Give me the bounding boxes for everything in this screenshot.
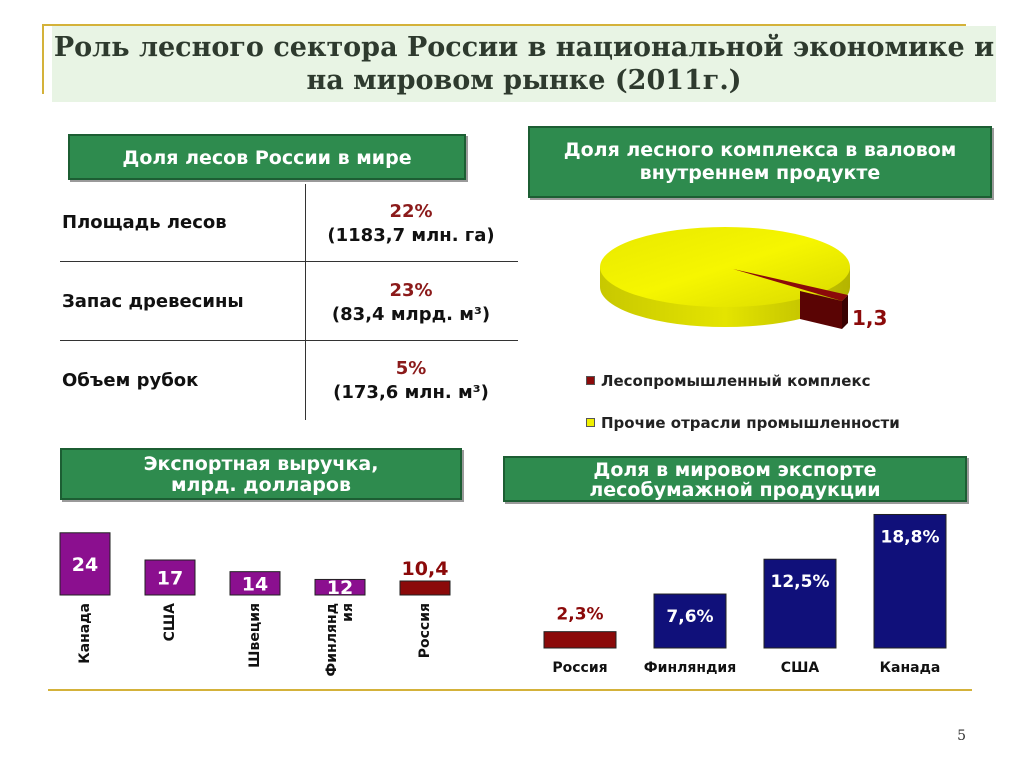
gdp-share-header-line-1: Доля лесного комплекса в валовом (563, 139, 957, 161)
left-gold-rule (42, 24, 44, 94)
forest-area-pct: 22% (389, 201, 433, 222)
world-category-0: Россия (552, 660, 607, 676)
world-bar-0 (543, 631, 617, 649)
revenue-category-4: Россия (417, 603, 433, 658)
world-bar-label-2: 12,5% (771, 572, 830, 592)
world-export-header: Доля в мировом экспорте лесобумажной про… (503, 456, 967, 502)
world-export-chart: 2,3% Россия 7,6% Финляндия 12,5% США 18,8% Кана… (543, 513, 947, 676)
forest-share-header: Доля лесов России в мире (68, 134, 466, 180)
export-revenue-header: Экспортная выручка, млрд. долларов (60, 448, 462, 500)
forest-area-value: 22% (1183,7 млн. га) (306, 201, 516, 246)
revenue-category-3-0: Финлянд (324, 603, 340, 677)
logging-volume-abs: (173,6 млн. м³) (333, 382, 489, 403)
world-bar-3 (873, 513, 947, 649)
legend-other-label: Прочие отрасли промышленности (601, 414, 900, 432)
table-divider-vertical (305, 184, 306, 420)
table-divider-2 (60, 340, 518, 341)
world-export-header-line-1: Доля в мировом экспорте (593, 459, 877, 481)
revenue-category-0: Канада (77, 603, 93, 664)
gdp-share-header-line-2: внутреннем продукте (639, 162, 881, 184)
revenue-bar-1 (144, 559, 196, 596)
revenue-category-3-1: ия (340, 603, 356, 622)
legend-swatch-forest (586, 376, 595, 385)
revenue-category-1: США (162, 603, 178, 642)
legend-other-industries: Прочие отрасли промышленности (586, 414, 900, 432)
export-revenue-chart: 24 Канада 17 США 14 Швеция 12 Финлянд ия 10,4 Росс… (59, 532, 451, 677)
timber-stock-label: Запас древесины (62, 291, 244, 312)
revenue-category-2: Швеция (247, 603, 263, 668)
revenue-bar-2 (229, 571, 281, 596)
title-line-2: на мировом рынке (2011г.) (306, 65, 742, 96)
world-category-2: США (781, 660, 820, 676)
top-gold-rule (42, 24, 966, 26)
page-number: 5 (957, 728, 966, 744)
pie-slice-forest-side (800, 291, 842, 329)
title-line-1: Роль лесного сектора России в национальн… (53, 32, 995, 63)
world-bar-label-0: 2,3% (556, 605, 603, 625)
world-bar-label-1: 7,6% (666, 607, 713, 627)
bottom-gold-rule (48, 689, 972, 691)
revenue-bar-label-4: 10,4 (402, 558, 449, 580)
legend-swatch-other (586, 418, 595, 427)
world-export-header-line-2: лесобумажной продукции (589, 479, 881, 501)
world-bar-2 (763, 558, 837, 649)
gdp-share-header: Доля лесного комплекса в валовом внутрен… (528, 126, 992, 198)
forest-area-abs: (1183,7 млн. га) (327, 225, 495, 246)
timber-stock-pct: 23% (389, 280, 433, 301)
revenue-bar-0 (59, 532, 111, 596)
table-divider-1 (60, 261, 518, 262)
world-bar-1 (653, 593, 727, 649)
export-revenue-header-line-2: млрд. долларов (171, 474, 351, 496)
revenue-bar-label-0: 24 (72, 554, 98, 576)
world-bar-label-3: 18,8% (881, 527, 940, 547)
world-category-3: Канада (880, 660, 941, 676)
logging-volume-value: 5% (173,6 млн. м³) (306, 358, 516, 403)
logging-volume-label: Объем рубок (62, 370, 199, 391)
pie-slice-forest-front (842, 295, 848, 329)
revenue-bar-label-1: 17 (157, 568, 183, 590)
logging-volume-pct: 5% (395, 358, 427, 379)
page-title: Роль лесного сектора России в национальн… (52, 26, 996, 102)
timber-stock-abs: (83,4 млрд. м³) (331, 304, 491, 325)
revenue-bar-label-2: 14 (242, 573, 268, 595)
world-category-1: Финляндия (644, 660, 736, 676)
forest-area-label: Площадь лесов (62, 212, 227, 233)
pie-label-forest: 1,3 (852, 306, 887, 330)
timber-stock-value: 23% (83,4 млрд. м³) (306, 280, 516, 325)
legend-forest-label: Лесопромышленный комплекс (601, 372, 871, 390)
revenue-bar-label-3: 12 (327, 577, 353, 599)
legend-forest-industry: Лесопромышленный комплекс (586, 372, 871, 390)
revenue-bar-4 (399, 580, 451, 596)
pie-slice-forest-top (733, 269, 848, 301)
export-revenue-header-line-1: Экспортная выручка, (143, 453, 379, 475)
gdp-pie-chart: 1,3 (600, 227, 887, 330)
revenue-bar-3 (314, 578, 366, 596)
forest-share-header-text: Доля лесов России в мире (122, 147, 412, 169)
pie-slice-other (600, 227, 850, 307)
